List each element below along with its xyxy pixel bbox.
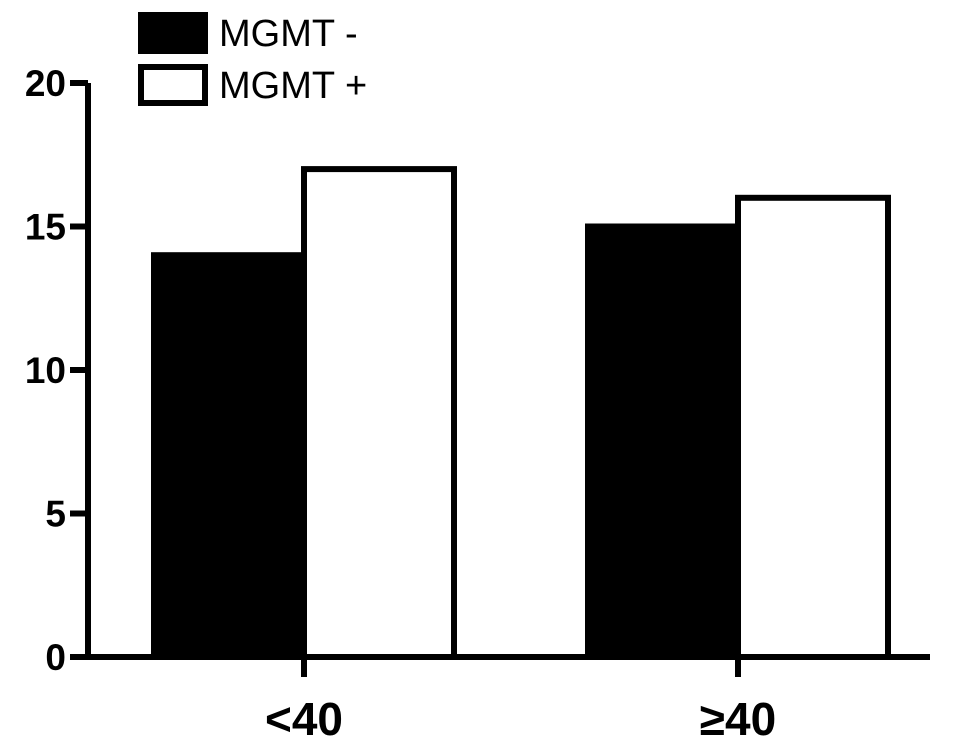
legend-label: MGMT - xyxy=(219,13,358,55)
x-tick-label: ≥40 xyxy=(700,693,776,745)
bar-mgmt-positive-1 xyxy=(735,194,891,661)
x-tick-label: <40 xyxy=(265,693,343,745)
bar-mgmt-negative-1 xyxy=(585,223,741,660)
y-tick-label: 5 xyxy=(45,494,66,535)
legend-label: MGMT + xyxy=(219,65,367,107)
y-tick-label: 20 xyxy=(25,63,66,104)
bar-mgmt-negative-0 xyxy=(151,252,307,660)
y-tick-label: 10 xyxy=(25,350,66,391)
y-tick-label: 0 xyxy=(45,637,66,678)
y-tick-label: 15 xyxy=(25,207,66,248)
bar-mgmt-positive-0 xyxy=(301,166,457,660)
legend: MGMT - MGMT + xyxy=(138,12,367,107)
legend-swatch xyxy=(138,64,208,106)
axes: 0 5 10 15 20 <40 ≥40 xyxy=(25,63,930,745)
legend-swatch xyxy=(138,12,208,54)
bars xyxy=(151,166,891,661)
